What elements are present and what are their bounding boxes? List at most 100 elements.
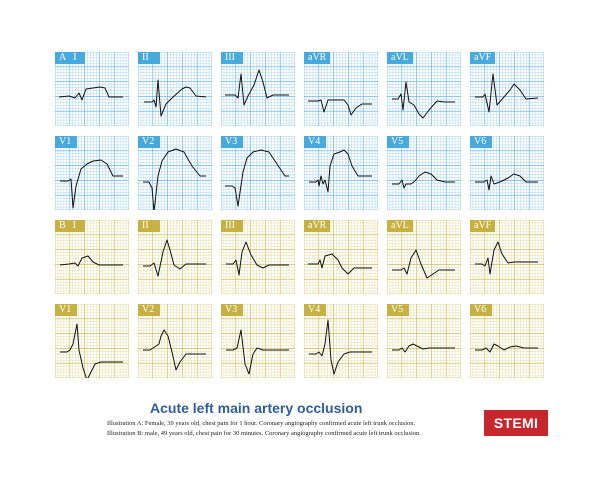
lead-name: V3	[225, 304, 238, 315]
ecg-panel-b-v1: V1	[55, 304, 129, 378]
ecg-grid	[55, 220, 129, 294]
lead-label: V1	[55, 304, 77, 316]
lead-label: aVF	[470, 52, 496, 64]
ecg-panel-b-iii: III	[221, 220, 295, 294]
ecg-grid	[470, 52, 544, 126]
lead-label: III	[221, 220, 243, 232]
ecg-panel-a-v1: V1	[55, 136, 129, 210]
ecg-trace	[308, 99, 372, 116]
ecg-trace	[144, 79, 207, 117]
ecg-trace	[143, 329, 206, 371]
lead-label: V5	[387, 136, 409, 148]
ecg-grid	[387, 52, 461, 126]
illustration-b-note: Illustration B: male, 49 years old, ches…	[107, 430, 421, 437]
ecg-grid	[221, 52, 295, 126]
ecg-grid	[138, 136, 212, 210]
ecg-panel-a-iii: III	[221, 52, 295, 126]
ecg-trace	[58, 86, 123, 101]
lead-label: V2	[138, 304, 160, 316]
ecg-lead-chart	[55, 220, 129, 294]
lead-label: V2	[138, 136, 160, 148]
stemi-badge: STEMI	[484, 410, 548, 436]
ecg-lead-chart	[55, 304, 129, 378]
ecg-lead-chart	[138, 136, 212, 210]
ecg-lead-chart	[387, 304, 461, 378]
ecg-trace	[475, 241, 538, 275]
lead-name: V6	[474, 304, 487, 315]
ecg-lead-chart	[387, 52, 461, 126]
ecg-trace	[225, 149, 289, 207]
lead-name: V4	[308, 136, 321, 147]
ecg-grid	[304, 304, 378, 378]
ecg-grid	[304, 136, 378, 210]
lead-label: V5	[387, 304, 409, 316]
lead-label: III	[221, 52, 243, 64]
set-letter: B	[59, 220, 66, 231]
lead-label: II	[138, 220, 160, 232]
ecg-lead-chart	[221, 52, 295, 126]
lead-name: aVL	[391, 52, 409, 63]
lead-label: V6	[470, 136, 492, 148]
set-letter: A	[59, 52, 67, 63]
ecg-panel-b-avl: aVL	[387, 220, 461, 294]
lead-name: V2	[142, 136, 155, 147]
ecg-grid	[221, 220, 295, 294]
lead-name: V3	[225, 136, 238, 147]
ecg-trace	[60, 323, 123, 378]
lead-name: aVR	[308, 52, 327, 63]
ecg-trace	[392, 171, 455, 189]
lead-label: V6	[470, 304, 492, 316]
ecg-lead-chart	[304, 220, 378, 294]
ecg-panel-b-ii: II	[138, 220, 212, 294]
lead-name: V5	[391, 304, 404, 315]
ecg-lead-chart	[470, 220, 544, 294]
ecg-trace	[392, 81, 455, 119]
ecg-panel-b-v3: V3	[221, 304, 295, 378]
lead-label: V3	[221, 304, 243, 316]
lead-name: II	[142, 220, 149, 231]
lead-label: aVR	[304, 220, 331, 232]
ecg-trace	[475, 173, 538, 191]
ecg-trace	[143, 239, 206, 277]
ecg-lead-chart	[138, 52, 212, 126]
ecg-grid	[304, 52, 378, 126]
ecg-grid	[138, 220, 212, 294]
ecg-lead-chart	[387, 220, 461, 294]
lead-name: III	[225, 52, 235, 63]
ecg-panel-b-avf: aVF	[470, 220, 544, 294]
ecg-grid	[470, 220, 544, 294]
lead-name: aVR	[308, 220, 327, 231]
ecg-panel-a-v5: V5	[387, 136, 461, 210]
lead-name: V5	[391, 136, 404, 147]
ecg-panel-a-v3: V3	[221, 136, 295, 210]
ecg-trace	[225, 69, 289, 106]
ecg-trace	[309, 319, 372, 375]
ecg-trace	[392, 249, 455, 279]
ecg-trace	[59, 255, 123, 267]
lead-name: aVL	[391, 220, 409, 231]
ecg-panel-b-avr: aVR	[304, 220, 378, 294]
lead-name: V4	[308, 304, 321, 315]
lead-name: I	[72, 220, 77, 231]
ecg-lead-chart	[138, 220, 212, 294]
ecg-trace	[143, 148, 206, 210]
lead-label: V4	[304, 304, 326, 316]
lead-name: III	[225, 220, 235, 231]
figure-title: Acute left main artery occlusion	[150, 400, 363, 416]
ecg-grid	[470, 136, 544, 210]
ecg-lead-chart	[470, 136, 544, 210]
ecg-trace	[60, 159, 123, 209]
ecg-panel-b-v4: V4	[304, 304, 378, 378]
lead-name: II	[142, 52, 149, 63]
lead-name: aVF	[474, 52, 492, 63]
ecg-panel-a-v4: V4	[304, 136, 378, 210]
ecg-lead-chart	[55, 52, 129, 126]
lead-name: aVF	[474, 220, 492, 231]
lead-label: II	[138, 52, 160, 64]
ecg-panel-a-avr: aVR	[304, 52, 378, 126]
ecg-trace	[475, 343, 538, 353]
